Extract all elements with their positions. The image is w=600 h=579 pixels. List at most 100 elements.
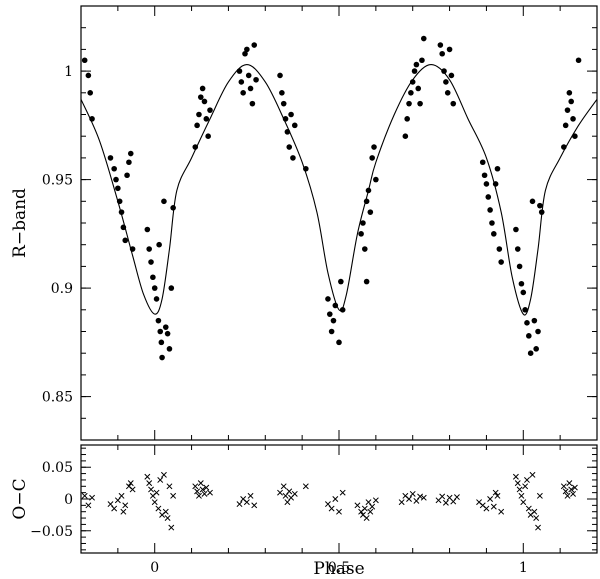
data-point: [242, 50, 248, 57]
residual-point: [514, 480, 521, 487]
residual-point: [201, 490, 208, 497]
data-point: [415, 85, 422, 92]
data-point: [247, 85, 254, 92]
residual-point: [512, 473, 519, 480]
residual-point: [518, 492, 525, 499]
data-point: [164, 330, 171, 337]
residual-data-points: [81, 471, 578, 531]
residual-point: [199, 486, 206, 493]
data-point: [492, 181, 499, 187]
residual-point: [520, 499, 527, 506]
data-point: [81, 57, 88, 64]
data-point: [358, 231, 364, 237]
data-point: [411, 68, 418, 74]
data-point: [118, 209, 125, 215]
main-y-axis-title: R−band: [10, 188, 30, 258]
residual-point: [536, 492, 543, 499]
residual-point: [562, 488, 569, 495]
data-point: [406, 100, 412, 107]
data-point: [85, 72, 92, 79]
data-point: [561, 144, 567, 150]
data-point: [115, 185, 121, 192]
data-point: [409, 79, 416, 85]
data-point: [279, 90, 285, 96]
data-point: [513, 226, 519, 233]
data-point: [531, 317, 538, 324]
data-point: [369, 155, 375, 161]
x-tick-label: 1: [519, 560, 528, 576]
residual-point: [525, 505, 532, 512]
data-point: [533, 346, 539, 352]
data-point: [277, 72, 283, 79]
residual-point: [566, 480, 573, 487]
residual-point: [107, 501, 114, 508]
residual-point: [194, 488, 201, 495]
data-point: [282, 116, 289, 122]
residual-point: [494, 492, 501, 499]
data-point: [520, 289, 527, 296]
residual-x-ticks: 0 0.5 1: [80, 445, 598, 576]
residual-point: [166, 483, 173, 490]
residual-point: [490, 503, 497, 510]
data-point: [564, 107, 571, 113]
residual-y-tick-label: −0.05: [30, 524, 73, 540]
residual-point: [522, 483, 529, 490]
residual-point: [160, 471, 167, 478]
residual-point: [291, 490, 298, 497]
residual-point: [168, 524, 175, 531]
data-point: [203, 116, 210, 122]
residual-point: [243, 499, 250, 506]
model-curve-line: [80, 64, 598, 316]
residual-point: [535, 524, 541, 531]
data-point: [129, 246, 136, 252]
data-point: [437, 42, 444, 48]
data-point: [487, 207, 493, 213]
data-point: [491, 231, 497, 237]
residual-point: [148, 486, 154, 493]
data-point: [201, 98, 208, 105]
data-point: [124, 172, 130, 179]
data-point: [363, 278, 370, 285]
residual-point: [564, 492, 571, 499]
residual-point: [398, 499, 405, 506]
data-point: [148, 259, 154, 265]
residual-point: [328, 505, 335, 512]
residual-point: [195, 492, 202, 499]
residual-point: [533, 515, 540, 522]
data-point: [328, 328, 335, 335]
data-point: [122, 237, 129, 244]
residual-point: [571, 484, 578, 491]
main-y-tick-label: 0.9: [51, 281, 73, 297]
data-point: [338, 278, 344, 285]
data-point: [373, 176, 379, 183]
data-point: [524, 320, 530, 326]
main-y-tick-label: 0.95: [42, 173, 73, 189]
data-point: [516, 263, 523, 270]
data-point: [526, 333, 532, 339]
residual-point: [372, 497, 379, 504]
residual-point: [153, 489, 160, 496]
residual-point: [406, 496, 412, 502]
data-point: [162, 324, 169, 330]
data-point: [413, 61, 420, 68]
residual-point: [162, 508, 169, 515]
data-point: [146, 246, 152, 252]
residual-y-tick-label: 0.05: [42, 460, 73, 476]
residual-point: [332, 496, 339, 502]
data-point: [481, 172, 488, 179]
residual-point: [420, 494, 427, 501]
data-point: [199, 85, 206, 92]
residual-point: [409, 490, 416, 497]
data-point: [446, 46, 453, 53]
residual-point: [516, 486, 523, 493]
residual-point: [570, 490, 576, 497]
residual-point: [417, 493, 424, 500]
data-point: [251, 42, 258, 48]
residual-point: [284, 499, 291, 506]
residual-point: [122, 502, 129, 509]
data-point: [253, 76, 259, 83]
residual-point: [529, 471, 536, 478]
data-point: [168, 285, 175, 291]
data-point: [441, 68, 447, 74]
